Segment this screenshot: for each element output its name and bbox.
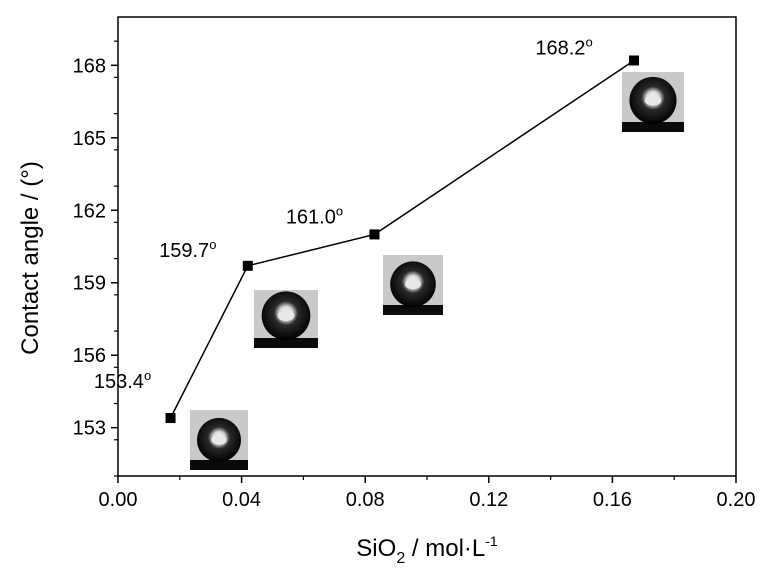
data-value-label: 159.7o bbox=[159, 237, 216, 262]
y-tick-label: 156 bbox=[73, 345, 106, 367]
axis-ticks bbox=[111, 40, 737, 483]
droplet-image-1 bbox=[190, 410, 248, 470]
y-tick-label: 168 bbox=[73, 55, 106, 77]
x-tick-label: 0.08 bbox=[346, 489, 385, 511]
data-value-label: 161.0o bbox=[286, 203, 343, 228]
x-axis-title: SiO2 / mol·L-1 bbox=[356, 533, 498, 567]
x-tick-label: 0.04 bbox=[222, 489, 261, 511]
y-axis-title: Contact angle / (°) bbox=[17, 161, 44, 355]
x-tick-label: 0.20 bbox=[717, 489, 756, 511]
series-line bbox=[169, 59, 635, 419]
axis-tick-labels: 0.00 0.04 0.08 0.12 0.16 0.20 153 156 159 162 165 1… bbox=[73, 55, 756, 511]
data-labels: 153.4o 159.7o 161.0o 168.2o bbox=[94, 34, 593, 393]
x-tick-label: 0.12 bbox=[469, 489, 508, 511]
data-value-label: 168.2o bbox=[535, 34, 592, 59]
droplet-image-2 bbox=[254, 290, 318, 348]
x-tick-label: 0.00 bbox=[99, 489, 138, 511]
y-tick-label: 162 bbox=[73, 200, 106, 222]
data-point-marker bbox=[165, 413, 176, 424]
y-tick-label: 165 bbox=[73, 128, 106, 150]
data-value-label: 153.4o bbox=[94, 368, 151, 393]
droplet-image-3 bbox=[383, 255, 443, 315]
droplet-insets bbox=[190, 72, 684, 470]
data-point-marker bbox=[629, 55, 640, 66]
series-polyline bbox=[169, 59, 635, 419]
data-point-marker bbox=[369, 229, 380, 240]
droplet-image-4 bbox=[622, 72, 684, 132]
y-tick-label: 159 bbox=[73, 273, 106, 295]
data-point-marker bbox=[242, 260, 253, 271]
x-tick-label: 0.16 bbox=[593, 489, 632, 511]
y-tick-label: 153 bbox=[73, 418, 106, 440]
data-markers bbox=[165, 55, 640, 424]
